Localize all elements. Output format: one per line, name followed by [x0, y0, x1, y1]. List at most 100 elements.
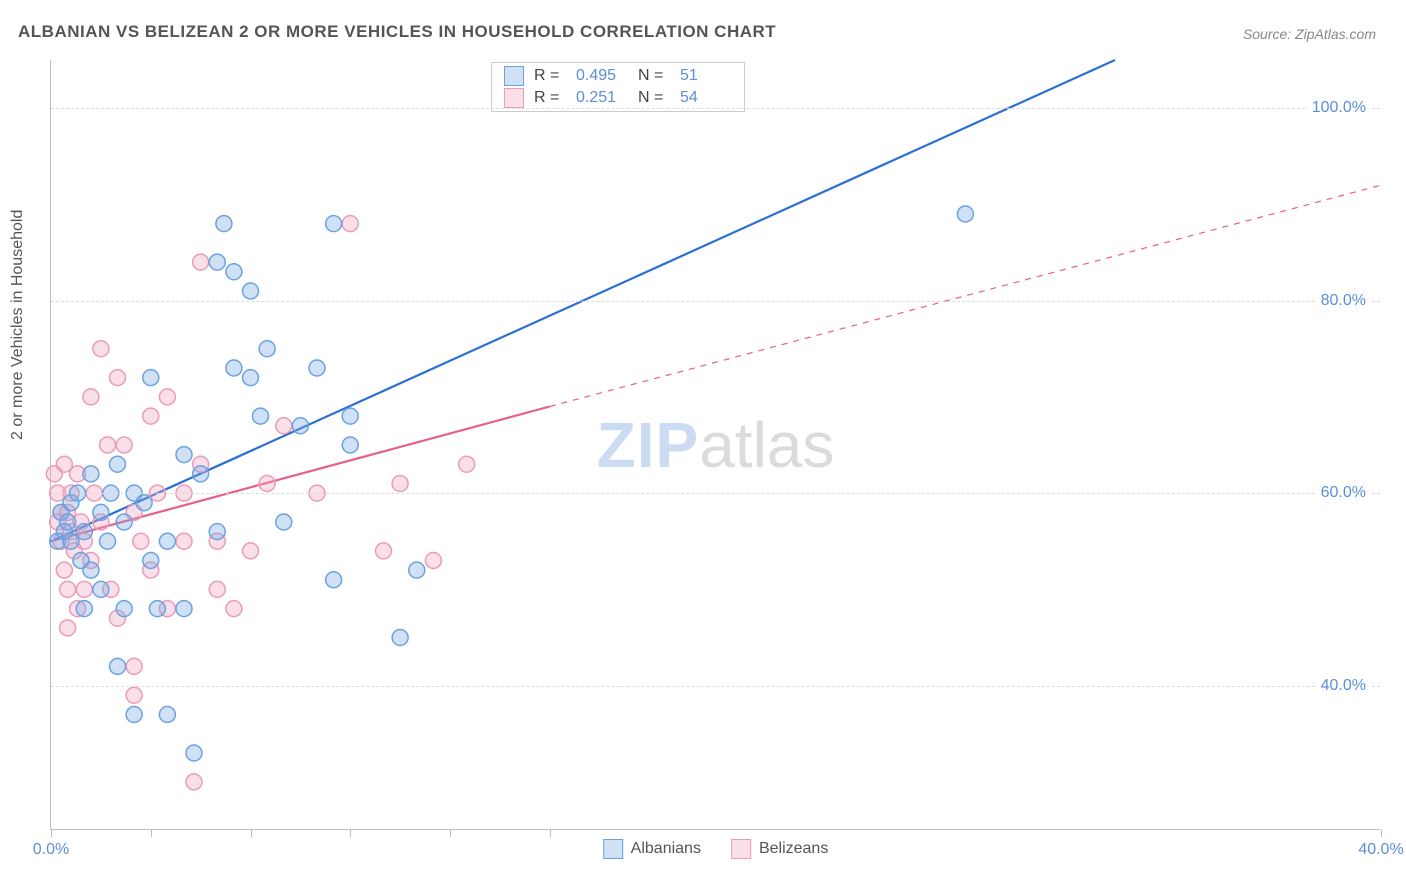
point-albanians [193, 466, 209, 482]
point-albanians [342, 437, 358, 453]
point-belizeans [186, 774, 202, 790]
point-belizeans [176, 533, 192, 549]
x-tick [1381, 829, 1382, 837]
x-tick [450, 829, 451, 837]
legend-series: Albanians Belizeans [603, 839, 829, 859]
point-albanians [60, 514, 76, 530]
point-belizeans [276, 418, 292, 434]
point-albanians [116, 601, 132, 617]
point-albanians [100, 533, 116, 549]
point-albanians [159, 707, 175, 723]
chart-title: ALBANIAN VS BELIZEAN 2 OR MORE VEHICLES … [18, 22, 776, 42]
point-albanians [252, 408, 268, 424]
x-tick [51, 829, 52, 837]
legend-series-item: Albanians [603, 839, 701, 859]
point-albanians [243, 283, 259, 299]
legend-n-value: 54 [680, 89, 732, 107]
x-tick [350, 829, 351, 837]
point-belizeans [100, 437, 116, 453]
y-tick-label: 40.0% [1317, 677, 1370, 695]
legend-series-item: Belizeans [731, 839, 828, 859]
point-albanians [176, 601, 192, 617]
gridline-h [51, 108, 1380, 109]
point-albanians [110, 658, 126, 674]
point-belizeans [126, 658, 142, 674]
legend-correlation-row: R =0.495N =51 [492, 65, 744, 87]
point-albanians [126, 707, 142, 723]
point-albanians [93, 581, 109, 597]
legend-n-key: N = [638, 67, 670, 85]
point-albanians [226, 360, 242, 376]
point-albanians [243, 370, 259, 386]
point-belizeans [392, 476, 408, 492]
point-belizeans [243, 543, 259, 559]
point-belizeans [116, 437, 132, 453]
point-belizeans [126, 687, 142, 703]
point-albanians [143, 370, 159, 386]
legend-swatch [603, 839, 623, 859]
point-albanians [226, 264, 242, 280]
point-belizeans [133, 533, 149, 549]
point-albanians [292, 418, 308, 434]
x-tick [251, 829, 252, 837]
legend-swatch [504, 66, 524, 86]
point-albanians [309, 360, 325, 376]
point-albanians [259, 341, 275, 357]
point-albanians [76, 601, 92, 617]
point-belizeans [193, 254, 209, 270]
legend-r-key: R = [534, 89, 566, 107]
point-albanians [392, 630, 408, 646]
y-axis-label: 2 or more Vehicles in Household [9, 210, 27, 440]
legend-correlation: R =0.495N =51R =0.251N =54 [491, 62, 745, 112]
x-tick [151, 829, 152, 837]
point-albanians [143, 553, 159, 569]
point-albanians [93, 504, 109, 520]
point-albanians [83, 466, 99, 482]
point-albanians [276, 514, 292, 530]
point-belizeans [56, 562, 72, 578]
legend-n-key: N = [638, 89, 670, 107]
point-albanians [209, 254, 225, 270]
legend-n-value: 51 [680, 67, 732, 85]
point-belizeans [376, 543, 392, 559]
point-albanians [110, 456, 126, 472]
gridline-h [51, 301, 1380, 302]
y-tick-label: 60.0% [1317, 484, 1370, 502]
point-belizeans [259, 476, 275, 492]
point-albanians [209, 524, 225, 540]
point-albanians [326, 216, 342, 232]
point-albanians [186, 745, 202, 761]
point-albanians [409, 562, 425, 578]
plot-area: ZIPatlas R =0.495N =51R =0.251N =54 Alba… [50, 60, 1380, 830]
chart-container: ALBANIAN VS BELIZEAN 2 OR MORE VEHICLES … [0, 0, 1406, 892]
y-tick-label: 100.0% [1308, 99, 1370, 117]
x-tick-label: 0.0% [33, 841, 69, 859]
legend-series-label: Albanians [631, 840, 701, 858]
point-albanians [957, 206, 973, 222]
point-belizeans [76, 581, 92, 597]
point-albanians [116, 514, 132, 530]
point-albanians [76, 524, 92, 540]
legend-series-label: Belizeans [759, 840, 828, 858]
point-albanians [176, 447, 192, 463]
point-albanians [342, 408, 358, 424]
point-belizeans [159, 389, 175, 405]
point-belizeans [110, 370, 126, 386]
point-albanians [159, 533, 175, 549]
point-albanians [326, 572, 342, 588]
x-tick [550, 829, 551, 837]
point-albanians [149, 601, 165, 617]
point-albanians [136, 495, 152, 511]
legend-r-value: 0.495 [576, 67, 628, 85]
chart-svg [51, 60, 1380, 829]
point-albanians [83, 562, 99, 578]
point-belizeans [93, 341, 109, 357]
point-belizeans [209, 581, 225, 597]
point-albanians [216, 216, 232, 232]
point-belizeans [459, 456, 475, 472]
point-belizeans [83, 389, 99, 405]
legend-swatch [731, 839, 751, 859]
point-belizeans [226, 601, 242, 617]
point-belizeans [425, 553, 441, 569]
legend-r-value: 0.251 [576, 89, 628, 107]
